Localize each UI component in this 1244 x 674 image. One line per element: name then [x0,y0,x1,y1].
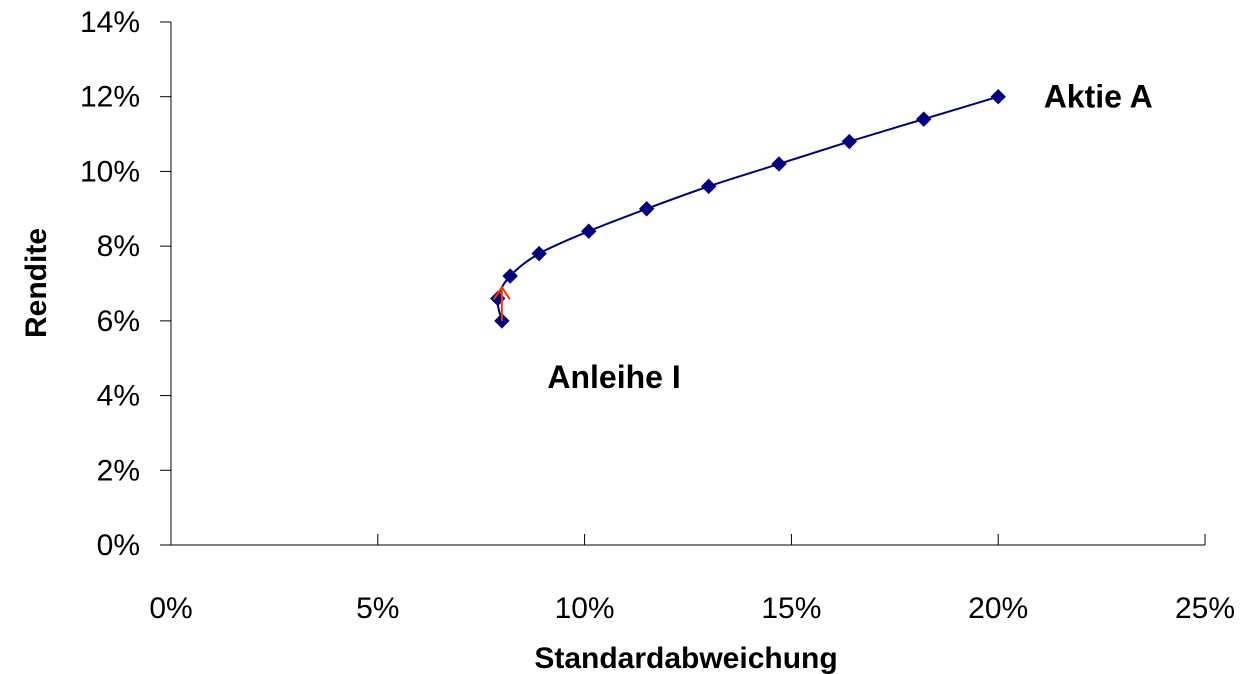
series [490,89,1006,329]
data-point-diamond [771,156,787,172]
x-tick-label: 20% [968,592,1028,625]
data-point-diamond [916,111,932,127]
arrow-head [493,285,511,300]
y-tick-label: 0% [97,529,140,562]
y-tick-label: 12% [80,81,140,114]
y-tick-label: 2% [97,454,140,487]
x-axis-title: Standardabweichung [534,642,837,674]
y-axis-title: Rendite [20,228,53,338]
y-tick-label: 14% [80,6,140,39]
y-tick-label: 4% [97,380,140,413]
x-tick-label: 0% [149,592,192,625]
data-point-diamond [841,133,858,150]
y-tick-label: 10% [80,155,140,188]
annotation-anleihe-i: Anleihe I [547,359,680,395]
data-point-diamond [990,89,1006,105]
ticks: 0% 5% 10% 15% 20% 25% 0% 2% 4% 6% 8% 10% 12% 14% [80,6,1235,625]
x-tick-label: 5% [356,592,399,625]
y-tick-label: 6% [97,305,140,338]
series-line [496,95,999,322]
x-tick-label: 15% [761,592,821,625]
data-point-diamond [531,245,547,262]
data-point-diamond [700,178,717,195]
annotation-aktie-a: Aktie A [1044,79,1153,115]
axes [170,22,1205,546]
data-point-diamond [638,201,655,217]
data-point-diamond [581,223,597,239]
x-tick-label: 25% [1175,592,1235,625]
x-tick-label: 10% [555,592,615,625]
y-tick-label: 8% [97,230,140,263]
labels: Standardabweichung Rendite Aktie A Anleihe … [20,79,1153,674]
data-point-diamond [502,268,518,284]
